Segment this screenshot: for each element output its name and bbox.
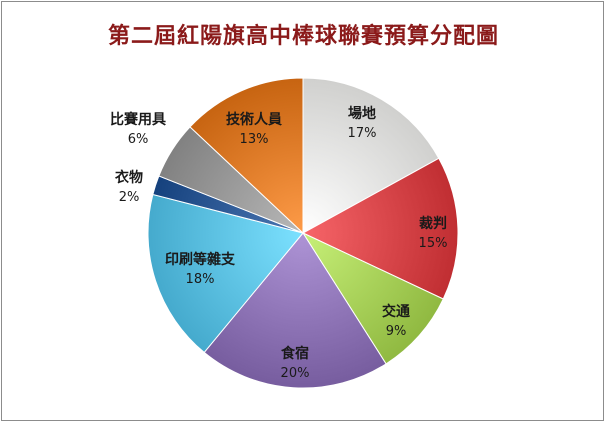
- pie-slice: [301, 157, 459, 300]
- pie-slice: [147, 193, 304, 354]
- slice-label: 裁判: [419, 215, 447, 232]
- slice-label: 食宿: [281, 345, 309, 362]
- slice-percent-label: 2%: [119, 190, 140, 205]
- pie-slice: [301, 231, 444, 365]
- slice-percent-label: 6%: [128, 132, 149, 147]
- slice-label: 場地: [348, 105, 376, 122]
- pie-slice: [302, 77, 440, 234]
- slice-percent-label: 13%: [240, 132, 269, 147]
- pie-slice: [203, 232, 387, 389]
- slice-percent-label: 15%: [419, 236, 448, 251]
- pie-slice: [189, 77, 304, 235]
- slice-percent-label: 17%: [348, 126, 377, 141]
- slice-percent-label: 20%: [281, 366, 310, 381]
- slice-percent-label: 18%: [186, 272, 215, 287]
- slice-percent-label: 9%: [386, 324, 407, 339]
- chart-title: 第二屆紅陽旗高中棒球聯賽預算分配圖: [107, 24, 499, 49]
- slice-label: 交通: [382, 303, 410, 320]
- slice-label: 比賽用具: [110, 111, 166, 128]
- slice-label: 印刷等雜支: [165, 251, 236, 268]
- slice-label: 技術人員: [226, 111, 282, 128]
- slice-label: 衣物: [115, 169, 143, 186]
